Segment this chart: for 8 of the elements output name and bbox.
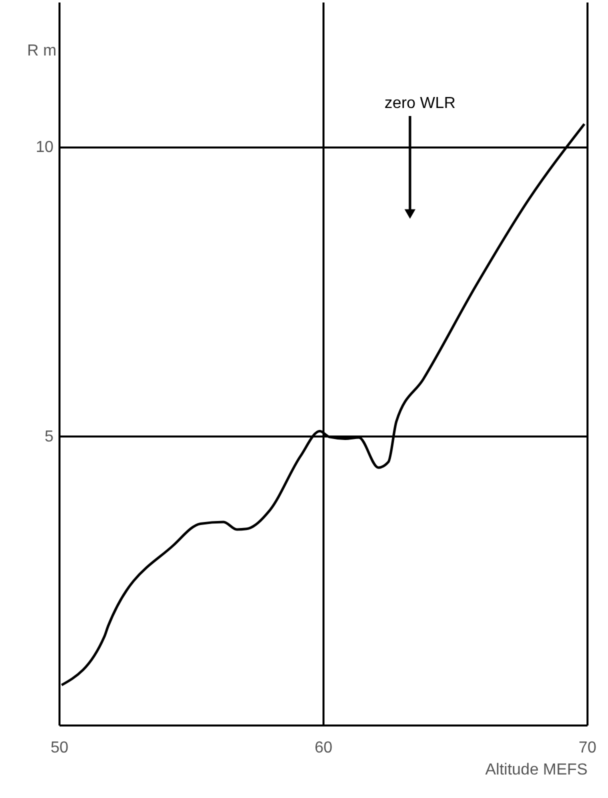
y-axis-title: R m bbox=[27, 42, 56, 60]
annotation: zero WLR bbox=[384, 95, 456, 112]
x-tick-label: 50 bbox=[50, 740, 68, 756]
x-tick-label: 70 bbox=[578, 740, 596, 756]
x-tick-label: 60 bbox=[314, 740, 332, 756]
y-tick-label: 10 bbox=[36, 139, 54, 156]
x-axis-title: Altitude MEFS bbox=[485, 762, 588, 778]
y-tick-label: 5 bbox=[44, 428, 54, 446]
